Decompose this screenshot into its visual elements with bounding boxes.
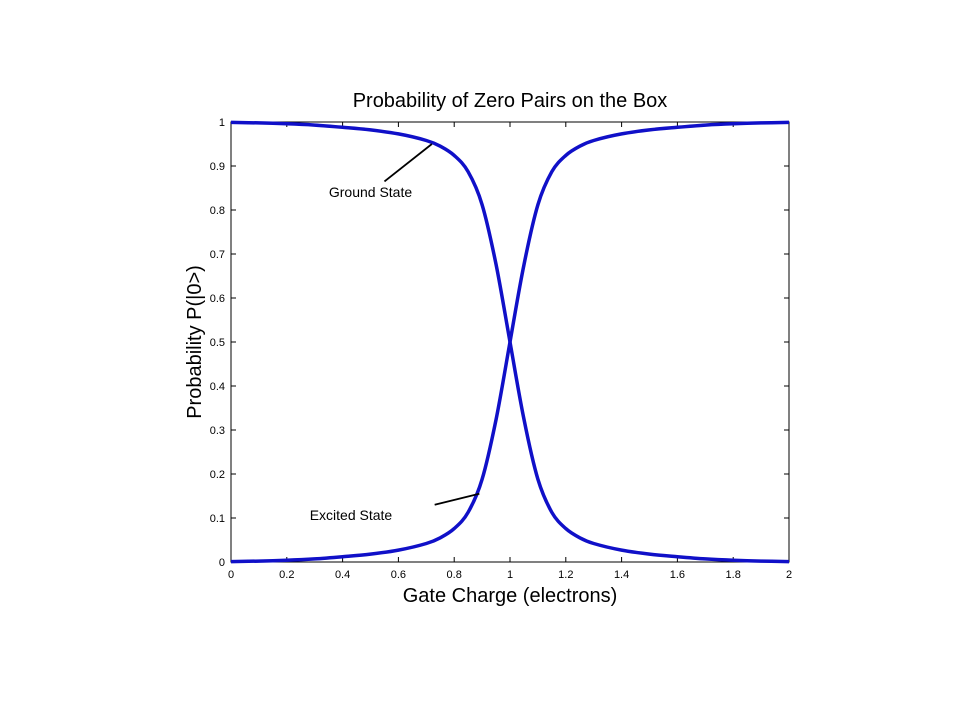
x-tick-label: 0.8: [447, 569, 462, 581]
y-tick-label: 0.9: [210, 161, 225, 173]
x-tick-label: 1.2: [558, 569, 573, 581]
y-tick-label: 0.5: [210, 337, 225, 349]
annotation-pointer-1: [383, 143, 433, 183]
y-tick-label: 0.1: [210, 513, 225, 525]
annotation-layer: Ground State Excited State: [310, 143, 480, 523]
x-tick-label: 1.6: [670, 569, 685, 581]
annotation-label-2: Excited State: [310, 507, 393, 523]
x-tick-label: 1.4: [614, 569, 629, 581]
x-tick-label: 0: [228, 569, 234, 581]
x-axis: 0 0.2 0.4 0.6 0.8 1 1.2 1.4 1.6 1.8 2: [228, 122, 792, 581]
x-tick-label: 1: [507, 569, 513, 581]
series-line-2: [230, 120, 790, 564]
chart-title: Probability of Zero Pairs on the Box: [353, 90, 668, 112]
x-tick-label: 2: [786, 569, 792, 581]
y-tick-label: 0.2: [210, 469, 225, 481]
y-tick-label: 0.4: [210, 381, 225, 393]
x-tick-label: 0.6: [391, 569, 406, 581]
y-tick-label: 0.3: [210, 425, 225, 437]
x-tick-label: 0.4: [335, 569, 350, 581]
y-tick-label: 0: [219, 557, 225, 569]
y-tick-label: 0.7: [210, 249, 225, 261]
y-tick-label: 0.8: [210, 205, 225, 217]
x-axis-label: Gate Charge (electrons): [403, 585, 618, 607]
annotation-label-1: Ground State: [329, 184, 412, 200]
x-tick-label: 1.8: [726, 569, 741, 581]
y-axis: 0 0.1 0.2 0.3 0.4 0.5 0.6 0.7 0.8 0.9 1: [210, 117, 789, 569]
annotation-pointer-2: [434, 492, 480, 506]
x-tick-label: 0.2: [279, 569, 294, 581]
y-tick-label: 0.6: [210, 293, 225, 305]
series-layer: [230, 120, 790, 564]
plot-area: 0 0.2 0.4 0.6 0.8 1 1.2 1.4 1.6 1.8 2 0 0.1 0.2 0.3 0.…: [210, 117, 792, 581]
y-axis-label: Probability P(|0>): [184, 265, 206, 419]
y-tick-label: 1: [219, 117, 225, 129]
